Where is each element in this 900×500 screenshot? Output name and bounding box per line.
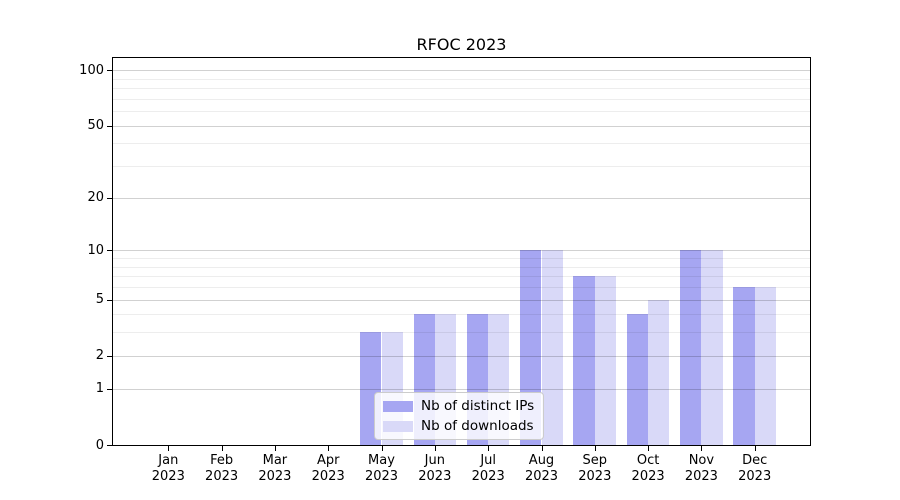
- gridline-minor: [113, 314, 810, 316]
- bar-distinct-ips: [626, 314, 649, 445]
- x-tick-mark: [221, 446, 223, 451]
- gridline-minor: [113, 88, 810, 90]
- y-tick-label: 2: [95, 348, 104, 364]
- gridline-major: [113, 299, 810, 301]
- legend-swatch: [383, 420, 413, 432]
- x-tick-mark: [168, 446, 170, 451]
- gridline-minor: [113, 332, 810, 334]
- y-tick-label: 100: [79, 62, 104, 78]
- x-tick-mark: [434, 446, 436, 451]
- legend-entry: Nb of distinct IPs: [383, 398, 534, 414]
- x-tick-label: Sep 2023: [578, 453, 612, 484]
- x-tick-mark: [488, 446, 490, 451]
- x-tick-label: May 2023: [364, 453, 399, 484]
- x-tick-label: Feb 2023: [205, 453, 239, 484]
- y-tick-mark: [107, 355, 112, 357]
- x-tick-mark: [274, 446, 276, 451]
- y-tick-label: 1: [95, 381, 104, 397]
- gridline-minor: [113, 98, 810, 100]
- x-tick-label: Jul 2023: [471, 453, 505, 484]
- bar-downloads: [701, 250, 723, 445]
- x-tick-mark: [594, 446, 596, 451]
- y-tick-label: 10: [87, 242, 104, 258]
- y-tick-mark: [107, 445, 112, 446]
- x-tick-label: Mar 2023: [258, 453, 292, 484]
- plot-area: [112, 57, 811, 446]
- x-tick-mark: [701, 446, 703, 451]
- y-tick-label: 5: [95, 292, 104, 307]
- legend-swatch: [383, 400, 413, 412]
- gridline-major: [113, 355, 810, 357]
- bar-distinct-ips: [573, 276, 595, 445]
- x-tick-mark: [328, 446, 330, 451]
- gridline-major: [113, 197, 810, 199]
- gridline-minor: [113, 266, 810, 268]
- bar-distinct-ips: [680, 250, 702, 445]
- gridline-minor: [113, 166, 810, 168]
- x-tick-label: Nov 2023: [684, 453, 718, 484]
- gridline-minor: [113, 258, 810, 259]
- bar-distinct-ips: [733, 287, 755, 445]
- legend: Nb of distinct IPs Nb of downloads: [374, 392, 545, 440]
- y-tick-mark: [107, 388, 112, 390]
- gridline-major: [113, 388, 810, 390]
- y-tick-mark: [107, 197, 112, 199]
- y-axis: 0 1 2 5 10 20 50 100: [0, 58, 104, 452]
- x-tick-mark: [648, 446, 650, 451]
- bar-downloads: [541, 250, 563, 445]
- y-tick-label: 0: [95, 437, 104, 453]
- gridline-minor: [113, 143, 810, 145]
- x-tick-label: Oct 2023: [631, 453, 665, 484]
- bar-downloads: [754, 287, 776, 445]
- gridline-major: [113, 250, 810, 252]
- y-tick-label: 50: [87, 118, 104, 134]
- x-tick-label: Dec 2023: [738, 453, 772, 484]
- chart-title: RFOC 2023: [416, 35, 507, 54]
- gridline-minor: [113, 111, 810, 113]
- legend-entry: Nb of downloads: [383, 418, 534, 434]
- legend-label: Nb of downloads: [421, 418, 534, 434]
- y-tick-mark: [107, 70, 112, 72]
- x-tick-label: Jan 2023: [151, 453, 185, 484]
- gridline-major: [113, 70, 810, 72]
- bar-downloads: [648, 299, 670, 445]
- gridline-minor: [113, 287, 810, 288]
- x-tick-mark: [381, 446, 383, 451]
- y-tick-label: 20: [87, 190, 104, 206]
- y-tick-mark: [107, 125, 112, 127]
- x-tick-label: Aug 2023: [524, 453, 559, 484]
- bar-downloads: [594, 276, 617, 445]
- x-tick-mark: [754, 446, 756, 451]
- x-tick-label: Apr 2023: [311, 453, 345, 484]
- gridline-major: [113, 125, 810, 127]
- gridline-minor: [113, 276, 810, 278]
- x-tick-label: Jun 2023: [418, 453, 452, 484]
- y-tick-mark: [107, 250, 112, 252]
- x-tick-mark: [541, 446, 543, 451]
- gridline-minor: [113, 78, 810, 80]
- legend-label: Nb of distinct IPs: [421, 398, 535, 414]
- y-tick-mark: [107, 299, 112, 301]
